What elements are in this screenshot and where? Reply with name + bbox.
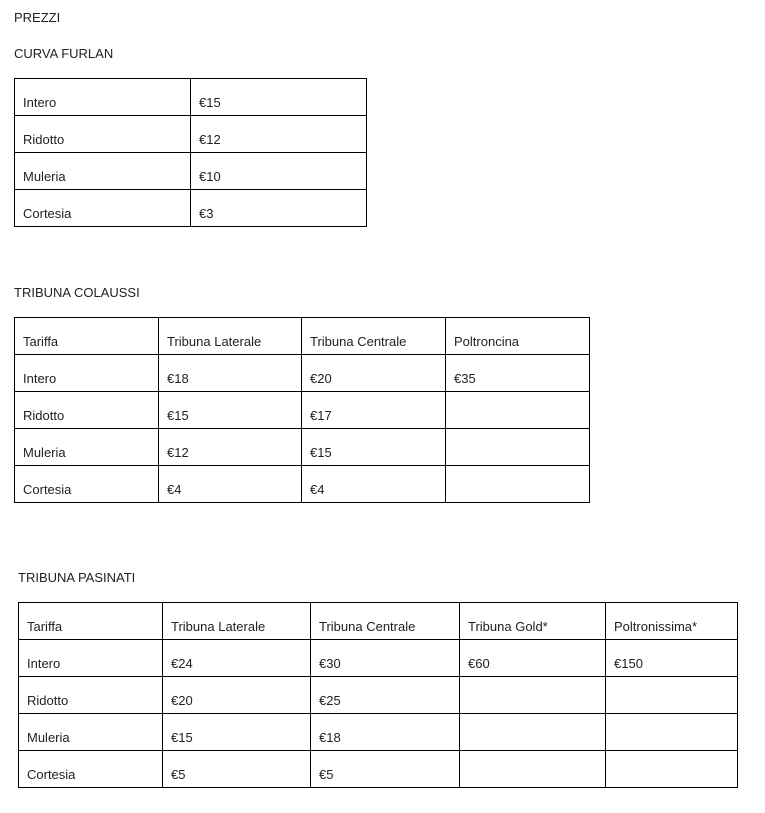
table-cell: Ridotto <box>14 115 191 153</box>
table-cell: Tribuna Laterale <box>162 602 311 640</box>
table-row: Intero €24 €30 €60 €150 <box>18 639 738 677</box>
table-cell: Intero <box>14 78 191 116</box>
table-cell: €12 <box>158 428 302 466</box>
table-cell: €18 <box>158 354 302 392</box>
table-curva-furlan: Intero €15 Ridotto €12 Muleria €10 Cortesia €3 <box>14 78 367 227</box>
table-row: Muleria €12 €15 <box>14 428 590 466</box>
table-cell: Muleria <box>14 428 159 466</box>
table-cell: €24 <box>162 639 311 677</box>
table-cell: €3 <box>190 189 367 227</box>
table-cell: Tribuna Gold* <box>459 602 606 640</box>
page-title: PREZZI <box>14 10 61 25</box>
table-cell: €4 <box>158 465 302 503</box>
table-row: Tariffa Tribuna Laterale Tribuna Centrale P… <box>14 317 590 355</box>
table-cell: €25 <box>310 676 460 714</box>
section-heading-tribuna-pasinati: TRIBUNA PASINATI <box>18 570 136 585</box>
table-row: Cortesia €3 <box>14 189 367 227</box>
table-cell: €5 <box>310 750 460 788</box>
table-tribuna-colaussi: Tariffa Tribuna Laterale Tribuna Centrale P… <box>14 317 590 503</box>
table-row: Muleria €15 €18 <box>18 713 738 751</box>
table-row: Ridotto €15 €17 <box>14 391 590 429</box>
table-cell: €30 <box>310 639 460 677</box>
table-cell: €12 <box>190 115 367 153</box>
table-cell: €20 <box>162 676 311 714</box>
table-cell: €17 <box>301 391 446 429</box>
table-cell <box>605 713 738 751</box>
table-cell: Intero <box>18 639 163 677</box>
table-cell: €5 <box>162 750 311 788</box>
table-cell: Tariffa <box>14 317 159 355</box>
table-cell: €15 <box>301 428 446 466</box>
table-row: Ridotto €20 €25 <box>18 676 738 714</box>
table-cell: €15 <box>190 78 367 116</box>
table-row: Ridotto €12 <box>14 115 367 153</box>
table-cell: Tribuna Centrale <box>301 317 446 355</box>
table-cell: Cortesia <box>14 189 191 227</box>
table-cell: €20 <box>301 354 446 392</box>
table-cell: €60 <box>459 639 606 677</box>
table-row: Cortesia €5 €5 <box>18 750 738 788</box>
table-cell <box>459 713 606 751</box>
table-cell <box>445 391 590 429</box>
table-cell <box>605 750 738 788</box>
table-cell: Cortesia <box>14 465 159 503</box>
table-cell: Muleria <box>14 152 191 190</box>
section-heading-tribuna-colaussi: TRIBUNA COLAUSSI <box>14 285 140 300</box>
table-cell: Poltronissima* <box>605 602 738 640</box>
table-cell: €150 <box>605 639 738 677</box>
table-cell <box>445 428 590 466</box>
table-cell: Ridotto <box>14 391 159 429</box>
table-cell: €15 <box>162 713 311 751</box>
table-cell: Muleria <box>18 713 163 751</box>
table-row: Tariffa Tribuna Laterale Tribuna Centrale T… <box>18 602 738 640</box>
table-cell: Poltroncina <box>445 317 590 355</box>
table-cell: Intero <box>14 354 159 392</box>
section-heading-curva-furlan: CURVA FURLAN <box>14 46 114 61</box>
table-cell: Tribuna Centrale <box>310 602 460 640</box>
table-cell <box>445 465 590 503</box>
table-cell <box>459 750 606 788</box>
table-cell: Tribuna Laterale <box>158 317 302 355</box>
table-cell: Cortesia <box>18 750 163 788</box>
table-cell: €35 <box>445 354 590 392</box>
table-cell <box>459 676 606 714</box>
table-cell: Tariffa <box>18 602 163 640</box>
table-cell: €15 <box>158 391 302 429</box>
table-row: Cortesia €4 €4 <box>14 465 590 503</box>
table-row: Intero €18 €20 €35 <box>14 354 590 392</box>
table-tribuna-pasinati: Tariffa Tribuna Laterale Tribuna Centrale T… <box>18 602 738 788</box>
table-cell <box>605 676 738 714</box>
table-cell: €10 <box>190 152 367 190</box>
table-cell: €18 <box>310 713 460 751</box>
table-row: Intero €15 <box>14 78 367 116</box>
table-cell: Ridotto <box>18 676 163 714</box>
table-cell: €4 <box>301 465 446 503</box>
table-row: Muleria €10 <box>14 152 367 190</box>
